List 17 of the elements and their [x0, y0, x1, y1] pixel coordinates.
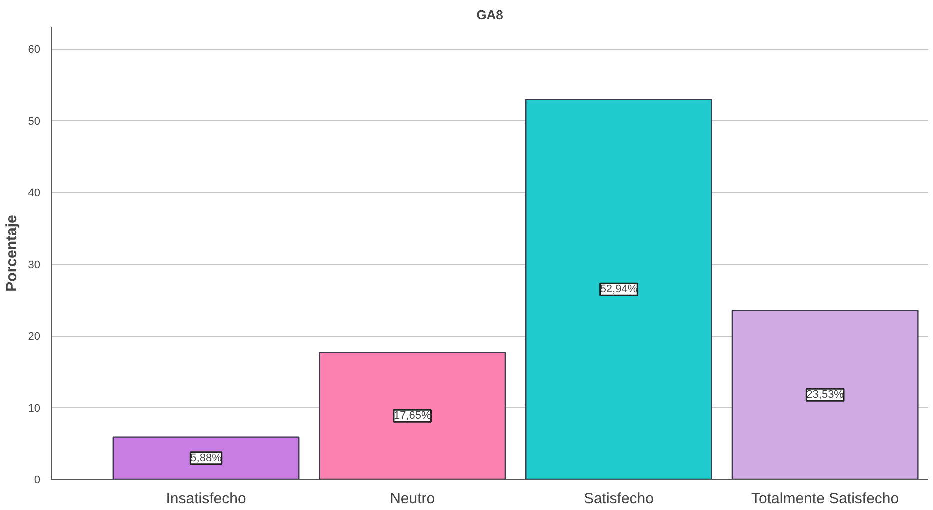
- y-tick-label: 50: [28, 116, 41, 128]
- x-tick-label: Satisfecho: [584, 490, 654, 508]
- y-tick-label: 10: [28, 402, 41, 415]
- x-tick-label: Totalmente Satisfecho: [752, 490, 900, 508]
- bar: [732, 310, 919, 480]
- bar: [319, 352, 506, 480]
- y-tick-label: 60: [28, 44, 41, 56]
- bar: [526, 99, 712, 480]
- y-axis-title: Porcentaje: [3, 215, 20, 292]
- y-tick-label: 40: [28, 188, 41, 200]
- x-tick-label: Neutro: [390, 490, 436, 508]
- chart-title: GA8: [476, 8, 504, 22]
- bar: [112, 436, 300, 480]
- y-tick-label: 30: [28, 259, 41, 272]
- y-tick-label: 0: [34, 474, 41, 486]
- y-tick-label: 20: [28, 331, 41, 344]
- x-tick-label: Insatisfecho: [166, 490, 246, 508]
